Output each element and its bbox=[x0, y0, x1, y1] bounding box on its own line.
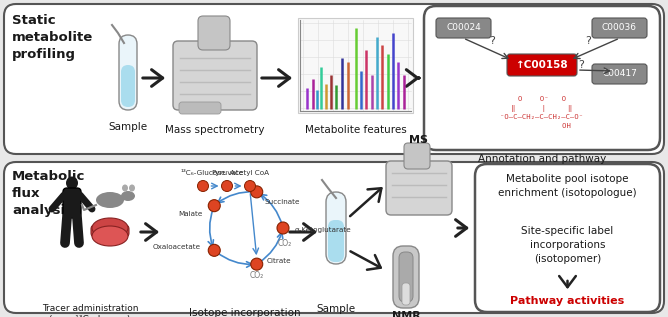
Text: Isotope incorporation: Isotope incorporation bbox=[189, 308, 301, 317]
Circle shape bbox=[244, 180, 255, 191]
Text: Sample: Sample bbox=[317, 304, 355, 314]
Text: Malate: Malate bbox=[178, 211, 202, 217]
Circle shape bbox=[250, 186, 263, 198]
FancyBboxPatch shape bbox=[4, 4, 664, 154]
Ellipse shape bbox=[122, 184, 128, 191]
FancyBboxPatch shape bbox=[179, 102, 221, 114]
FancyBboxPatch shape bbox=[592, 18, 647, 38]
Text: Mass spectrometry: Mass spectrometry bbox=[165, 125, 265, 135]
Circle shape bbox=[198, 180, 208, 191]
FancyBboxPatch shape bbox=[198, 16, 230, 50]
Circle shape bbox=[277, 222, 289, 234]
Circle shape bbox=[208, 244, 220, 256]
Text: Metabolic
flux
analysis: Metabolic flux analysis bbox=[12, 170, 86, 217]
FancyBboxPatch shape bbox=[592, 64, 647, 84]
Text: NMR: NMR bbox=[391, 311, 420, 317]
Text: α-Ketoglutarate: α-Ketoglutarate bbox=[295, 227, 352, 233]
Text: Pathway activities: Pathway activities bbox=[510, 296, 625, 306]
Text: Metabolite pool isotope
enrichment (isotopologue): Metabolite pool isotope enrichment (isot… bbox=[498, 174, 637, 198]
Text: Citrate: Citrate bbox=[267, 258, 291, 264]
Text: C00024: C00024 bbox=[446, 23, 481, 33]
Ellipse shape bbox=[129, 184, 135, 191]
Bar bbox=[298, 18, 413, 113]
FancyBboxPatch shape bbox=[386, 161, 452, 215]
Text: Metabolite features: Metabolite features bbox=[305, 125, 406, 135]
FancyBboxPatch shape bbox=[393, 246, 419, 308]
Text: Acetyl CoA: Acetyl CoA bbox=[230, 170, 270, 176]
FancyBboxPatch shape bbox=[63, 188, 81, 218]
FancyBboxPatch shape bbox=[436, 18, 491, 38]
FancyBboxPatch shape bbox=[328, 220, 344, 262]
Text: Annotation and pathway: Annotation and pathway bbox=[478, 154, 606, 164]
Circle shape bbox=[222, 180, 232, 191]
Ellipse shape bbox=[66, 177, 78, 190]
Text: Sample: Sample bbox=[108, 122, 148, 132]
Text: Succinate: Succinate bbox=[265, 199, 300, 205]
Text: Site-specific label
incorporations
(isotopomer): Site-specific label incorporations (isot… bbox=[522, 226, 614, 264]
FancyBboxPatch shape bbox=[91, 225, 129, 237]
Text: CO₂: CO₂ bbox=[278, 239, 293, 248]
FancyBboxPatch shape bbox=[399, 252, 413, 302]
Text: ↑C00158: ↑C00158 bbox=[516, 60, 568, 70]
Circle shape bbox=[208, 200, 220, 212]
FancyBboxPatch shape bbox=[507, 54, 577, 76]
Text: ¹³C₆-Glucose: ¹³C₆-Glucose bbox=[180, 170, 226, 176]
Text: ?: ? bbox=[489, 36, 495, 46]
Circle shape bbox=[250, 258, 263, 270]
Text: MS: MS bbox=[409, 135, 428, 145]
FancyBboxPatch shape bbox=[326, 192, 346, 264]
Text: Pyruvate: Pyruvate bbox=[211, 170, 243, 176]
Text: ?: ? bbox=[585, 36, 591, 46]
Ellipse shape bbox=[96, 192, 124, 208]
Text: Oxaloacetate: Oxaloacetate bbox=[152, 244, 200, 250]
FancyBboxPatch shape bbox=[119, 35, 137, 110]
FancyBboxPatch shape bbox=[424, 6, 660, 150]
Text: Static
metabolite
profiling: Static metabolite profiling bbox=[12, 14, 94, 61]
Text: ?: ? bbox=[578, 60, 584, 70]
FancyBboxPatch shape bbox=[475, 164, 660, 312]
FancyBboxPatch shape bbox=[402, 283, 410, 305]
FancyBboxPatch shape bbox=[404, 143, 430, 169]
FancyBboxPatch shape bbox=[173, 41, 257, 110]
Text: CO₂: CO₂ bbox=[250, 271, 265, 280]
Ellipse shape bbox=[92, 218, 128, 238]
Text: Tracer administration
(e.g., ¹³C-glucose): Tracer administration (e.g., ¹³C-glucose… bbox=[41, 304, 138, 317]
FancyBboxPatch shape bbox=[121, 65, 135, 107]
Text: C00417: C00417 bbox=[602, 69, 637, 79]
Text: O    O⁻   O
‖      |     ‖
⁻O—C—CH₂—C—CH₂—C—O⁻
           OH: O O⁻ O ‖ | ‖ ⁻O—C—CH₂—C—CH₂—C—O⁻ OH bbox=[500, 96, 584, 128]
FancyBboxPatch shape bbox=[4, 162, 664, 313]
Ellipse shape bbox=[92, 226, 128, 246]
Ellipse shape bbox=[121, 191, 135, 201]
Text: C00036: C00036 bbox=[602, 23, 637, 33]
